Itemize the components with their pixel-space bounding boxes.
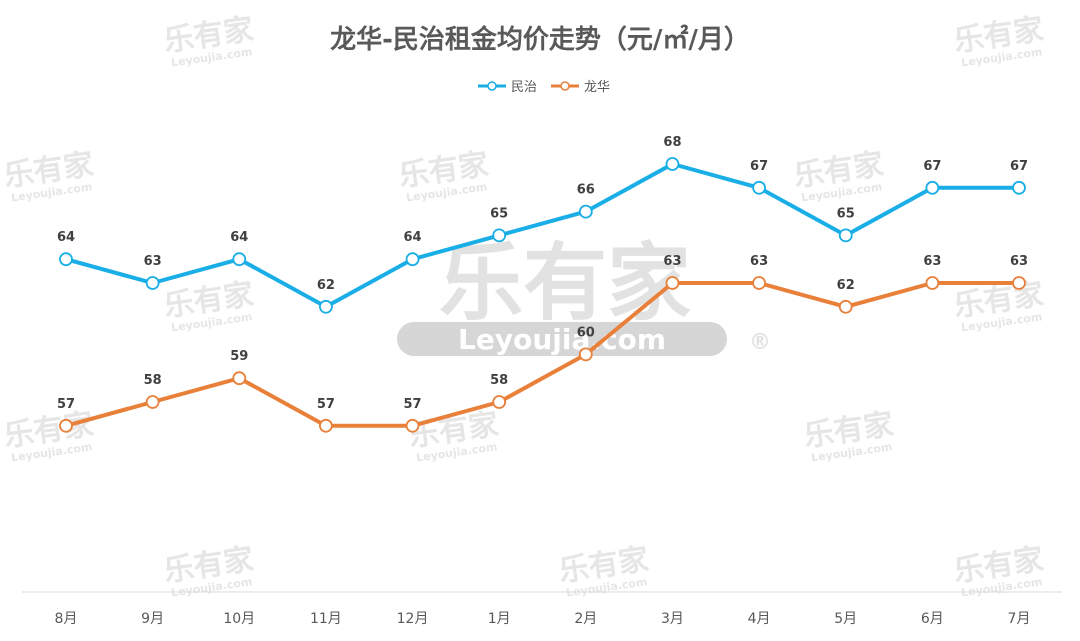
legend-marker: [560, 81, 570, 91]
data-point-longhua: [145, 395, 160, 409]
data-point-longhua: [59, 418, 73, 433]
data-label-minzhi: 67: [1010, 159, 1028, 174]
legend-label: 民治: [511, 80, 537, 95]
data-label-minzhi: 64: [230, 230, 248, 245]
x-tick-label: 5月: [834, 611, 857, 627]
data-label-minzhi: 65: [837, 206, 855, 221]
data-point-longhua: [925, 276, 940, 290]
data-point-longhua: [665, 276, 680, 290]
data-point-longhua: [232, 371, 247, 386]
series-line-minzhi: [64, 162, 1021, 309]
data-label-longhua: 63: [663, 254, 681, 269]
data-point-longhua: [838, 299, 853, 314]
x-tick-label: 9月: [141, 611, 164, 627]
series-minzhi: 64 63 64 62 64 65 66 68 67 65 67 67: [57, 135, 1028, 314]
data-point-minzhi: [925, 180, 940, 195]
data-label-minzhi: 66: [577, 183, 595, 198]
data-label-minzhi: 67: [750, 159, 768, 174]
data-point-minzhi: [578, 204, 593, 219]
data-point-minzhi: [492, 228, 507, 243]
x-tick-label: 12月: [397, 611, 429, 627]
legend-marker: [487, 81, 497, 91]
x-tick-label: 11月: [310, 611, 342, 627]
chart-title: 龙华-民治租金均价走势（元/㎡/月）: [330, 24, 750, 55]
watermark-site-large-text: Leyoujia.com: [458, 323, 666, 356]
watermark-site-pill: [397, 322, 727, 356]
data-label-minzhi: 63: [144, 254, 162, 269]
data-point-longhua: [1012, 276, 1026, 290]
data-label-longhua: 58: [490, 373, 508, 388]
data-label-minzhi: 64: [57, 230, 75, 245]
data-point-minzhi: [838, 228, 853, 243]
data-label-minzhi: 68: [663, 135, 681, 150]
data-label-minzhi: 67: [923, 159, 941, 174]
data-label-longhua: 57: [317, 397, 335, 412]
data-point-minzhi: [232, 252, 247, 267]
data-label-longhua: 63: [750, 254, 768, 269]
data-label-longhua: 63: [1010, 254, 1028, 269]
data-point-longhua: [752, 276, 766, 290]
x-tick-label: 6月: [921, 611, 944, 627]
legend-label: 龙华: [584, 80, 610, 95]
x-tick-label: 2月: [574, 611, 597, 627]
data-point-longhua: [405, 418, 420, 433]
data-label-minzhi: 65: [490, 206, 508, 221]
series-line-longhua: [64, 281, 1021, 428]
data-point-minzhi: [59, 252, 73, 267]
data-label-longhua: 58: [144, 373, 162, 388]
watermark-brand-large-text: 乐有家: [439, 234, 691, 332]
data-point-longhua: [578, 347, 593, 362]
x-tick-label: 4月: [748, 611, 771, 627]
data-label-longhua: 63: [923, 254, 941, 269]
series-layer: 64 63 64 62 64 65 66 68 67 65 67 67 57 58 59 57 57 58 60 63…: [57, 135, 1028, 433]
data-point-minzhi: [752, 180, 766, 195]
data-point-minzhi: [319, 299, 333, 314]
data-label-longhua: 57: [57, 397, 75, 412]
x-tick-label: 3月: [661, 611, 684, 627]
data-point-minzhi: [665, 157, 680, 171]
data-point-minzhi: [145, 276, 160, 290]
data-label-longhua: 60: [577, 325, 595, 340]
data-point-longhua: [492, 395, 507, 409]
x-tick-label: 8月: [55, 611, 78, 627]
x-tick-label: 1月: [488, 611, 511, 627]
chart-legend: 民治 龙华: [478, 80, 610, 95]
data-label-minzhi: 64: [403, 230, 421, 245]
data-label-minzhi: 62: [317, 278, 335, 293]
data-label-longhua: 62: [837, 278, 855, 293]
data-label-longhua: 59: [230, 349, 248, 364]
x-tick-label: 10月: [223, 611, 255, 627]
x-axis-ticks: 8月 9月 10月 11月 12月 1月 2月 3月 4月 5月 6月 7月: [55, 611, 1031, 627]
series-longhua: 57 58 59 57 57 58 60 63 63 62 63 63: [57, 254, 1028, 433]
data-point-minzhi: [405, 252, 420, 267]
data-label-longhua: 57: [403, 397, 421, 412]
data-point-longhua: [319, 418, 333, 433]
x-tick-label: 7月: [1008, 611, 1031, 627]
data-point-minzhi: [1012, 180, 1026, 195]
watermark-registered-mark: ®: [749, 330, 771, 355]
